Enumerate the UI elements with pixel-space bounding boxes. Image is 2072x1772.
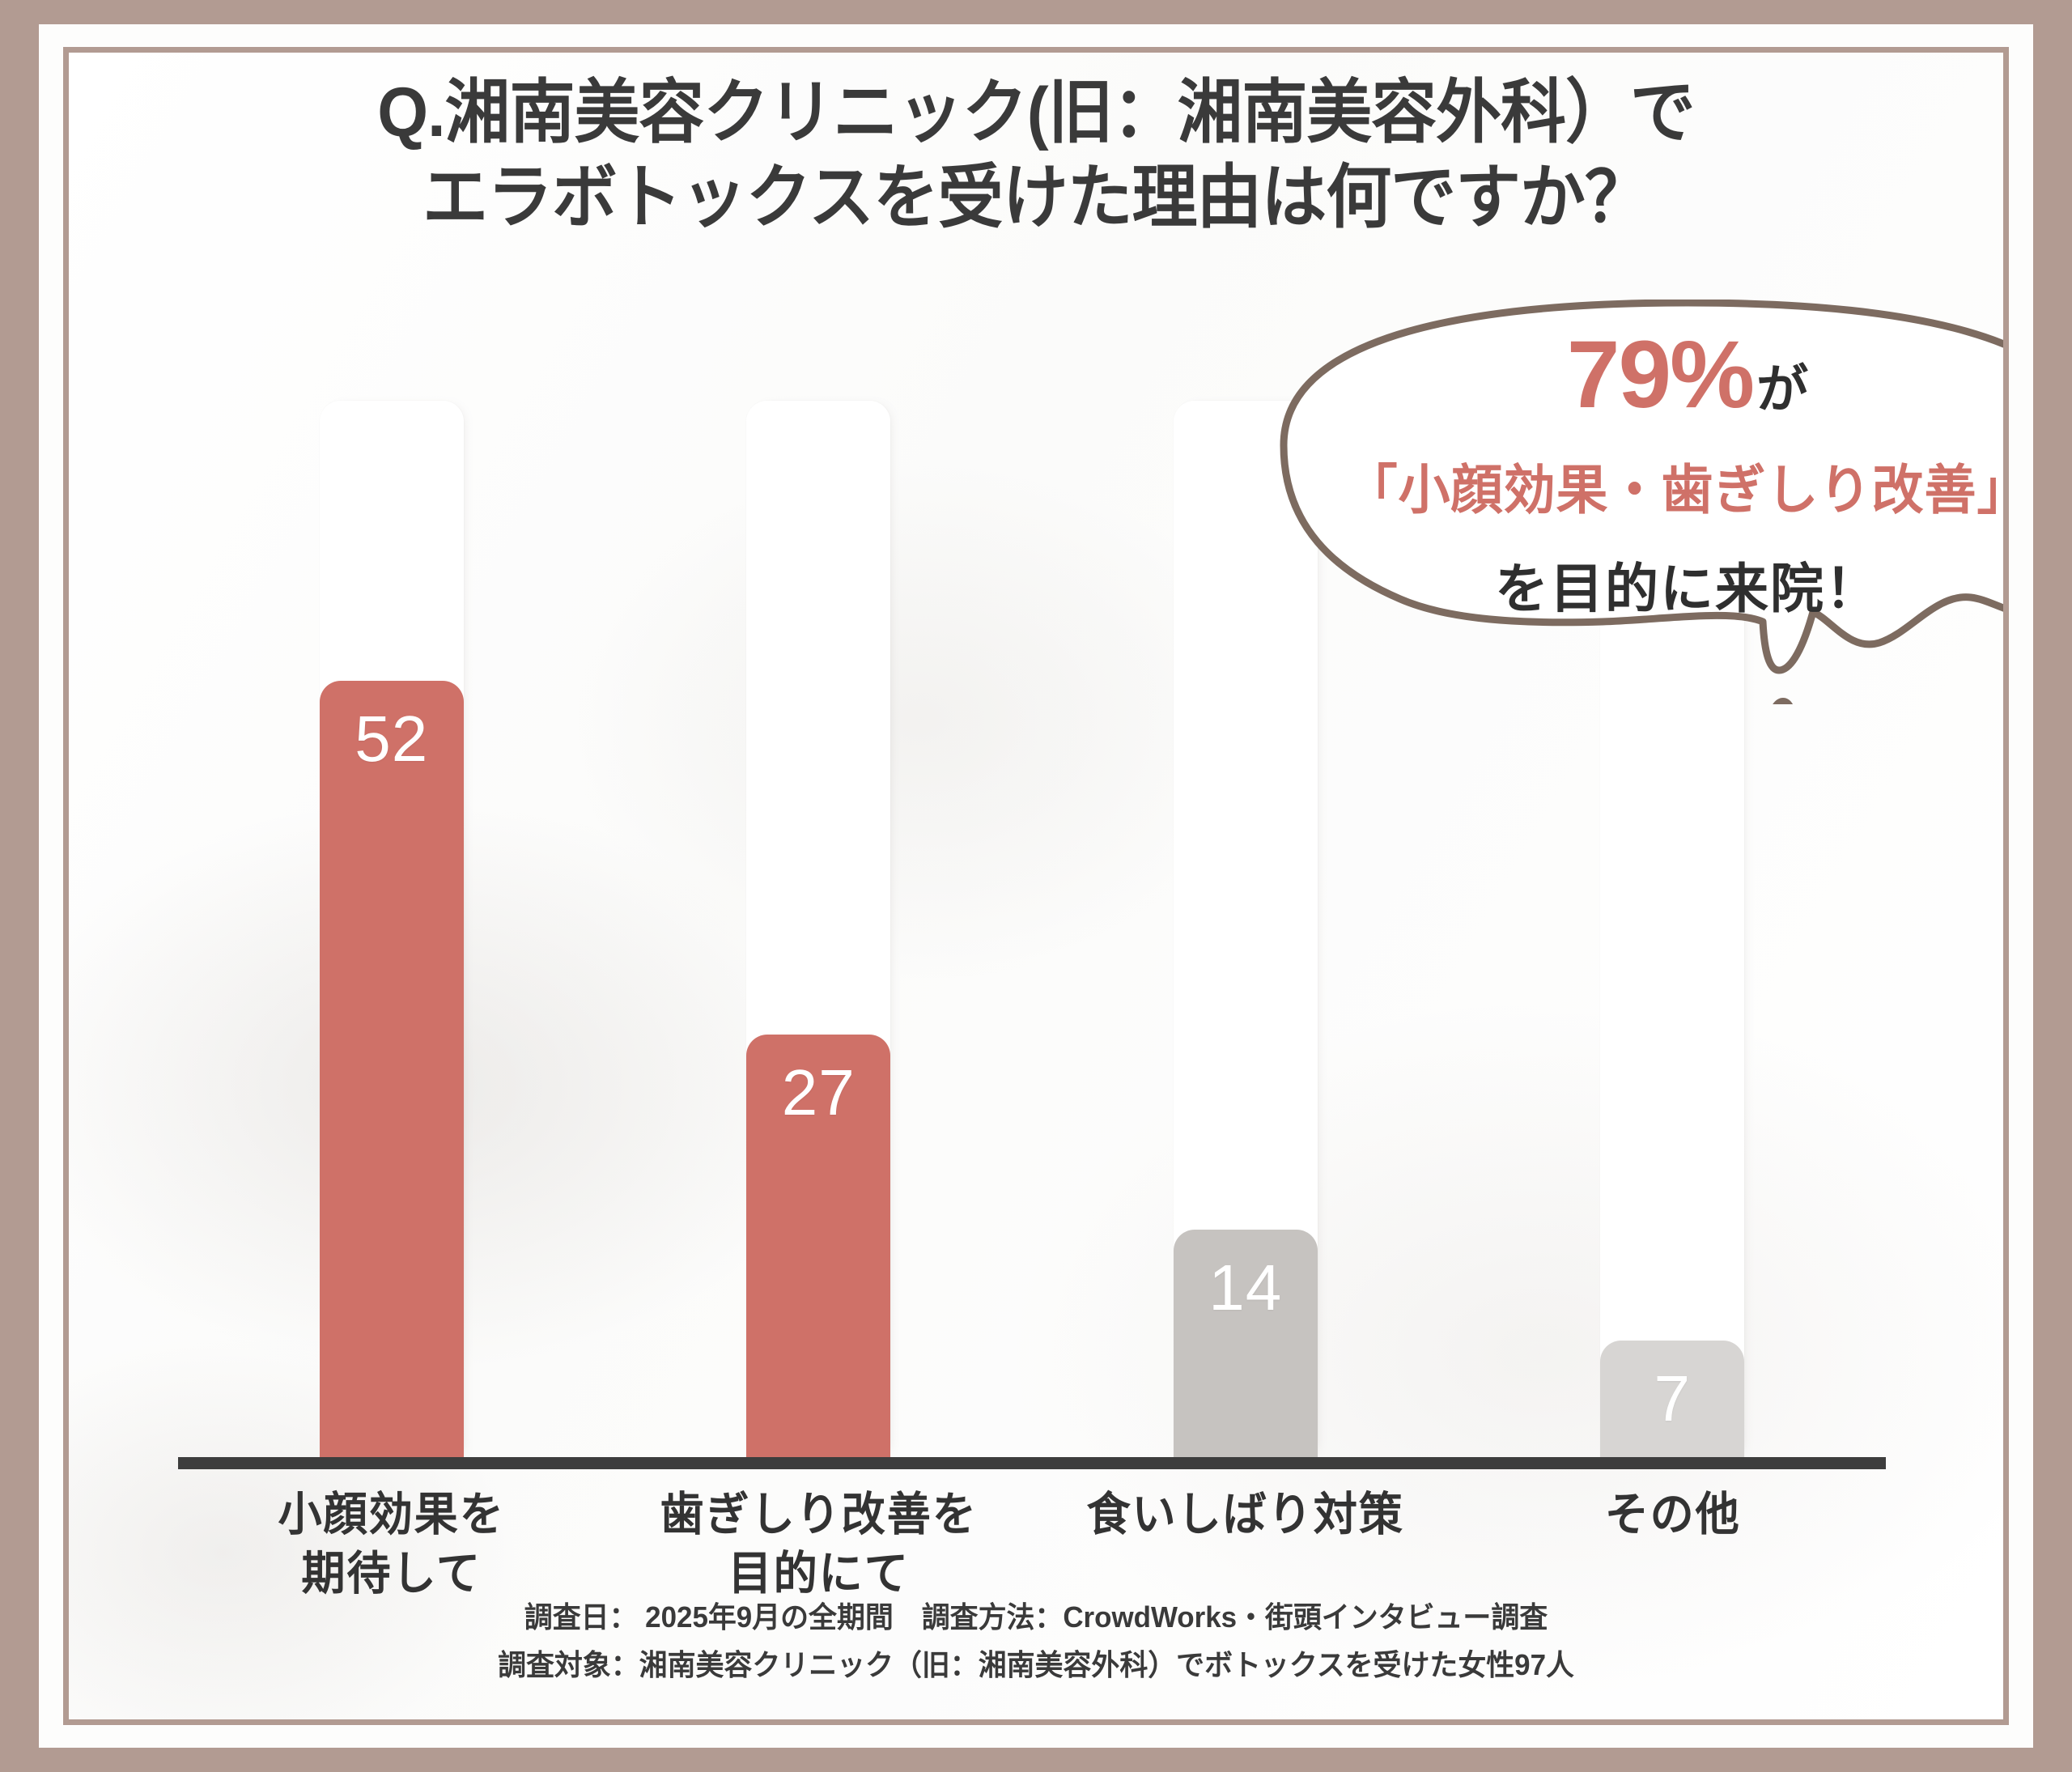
title-line-2: エラボトックスを受けた理由は何ですか？ (422, 158, 1650, 236)
bar-value-1: 52 (355, 702, 429, 775)
bar-chart: 52 27 14 (69, 239, 2003, 1719)
bar-1: 52 (319, 680, 478, 1458)
title-line-1: Q.湘南美容クリニック(旧：湘南美容外科）で (377, 74, 1695, 151)
chart-baseline-axis (178, 1457, 1886, 1469)
bar-2: 27 (746, 1035, 906, 1457)
category-label-1-line-2: 期待して (301, 1547, 482, 1600)
category-label-1-line-1: 小顔効果を (278, 1489, 505, 1540)
page-title: Q.湘南美容クリニック(旧：湘南美容外科）で エラボトックスを受けた理由は何です… (127, 70, 1946, 240)
frame-inner-border (63, 47, 2009, 1725)
bar-value-4: 7 (1654, 1362, 1691, 1435)
category-label-3: 食いしばり対策 (1059, 1485, 1432, 1604)
survey-notes: 調査日： 2025年9月の全期間 調査方法：CrowdWorks・街頭インタビュ… (69, 1594, 2003, 1689)
callout-purpose: を目的に来院！ (1495, 559, 1880, 618)
bar-value-3: 14 (1208, 1251, 1283, 1324)
callout-percent-value: 79% (1566, 321, 1755, 428)
bar-4: 7 (1600, 1341, 1760, 1457)
bar-value-2: 27 (781, 1056, 856, 1128)
bar-3: 14 (1173, 1230, 1332, 1457)
category-label-2-line-1: 歯ぎしり改善を (660, 1489, 978, 1540)
bar-group: 52 27 14 (178, 401, 1886, 1458)
bubble-drip-large (1773, 698, 1793, 704)
category-label-2-line-2: 目的にて (728, 1547, 910, 1600)
category-label-3-line-1: 食いしばり対策 (1086, 1489, 1404, 1540)
infographic-canvas: Q.湘南美容クリニック(旧：湘南美容外科）で エラボトックスを受けた理由は何です… (69, 53, 2003, 1719)
category-label-4-line-1: その他 (1604, 1489, 1741, 1540)
survey-note-line-2: 調査対象：湘南美容クリニック（旧：湘南美容外科）でボトックスを受けた女性97人 (498, 1647, 1574, 1681)
speech-bubble-shape (1280, 300, 2003, 704)
callout-speech-bubble: 79%が 「小顔効果・歯ぎしり改善」 を目的に来院！ (1279, 300, 2003, 704)
bar-column-3: 14 (1049, 401, 1441, 1457)
category-label-2: 歯ぎしり改善を 目的にて (632, 1485, 1005, 1604)
bar-column-1: 52 (195, 401, 588, 1458)
category-label-4: その他 (1486, 1485, 1859, 1604)
category-labels: 小顔効果を 期待して 歯ぎしり改善を 目的にて 食いしばり対策 その他 (178, 1485, 1886, 1604)
callout-quote: 「小顔効果・歯ぎしり改善」 (1345, 460, 2003, 520)
callout-percent-suffix: が (1756, 360, 1809, 419)
bar-column-2: 27 (622, 401, 1015, 1457)
survey-note-line-1: 調査日： 2025年9月の全期間 調査方法：CrowdWorks・街頭インタビュ… (524, 1600, 1548, 1634)
callout-percent-line: 79%が (1279, 327, 2003, 423)
category-label-1: 小顔効果を 期待して (205, 1485, 578, 1604)
chart-plot-area: 52 27 14 (178, 401, 1886, 1458)
callout-text: 79%が 「小顔効果・歯ぎしり改善」 を目的に来院！ (1279, 327, 2003, 623)
